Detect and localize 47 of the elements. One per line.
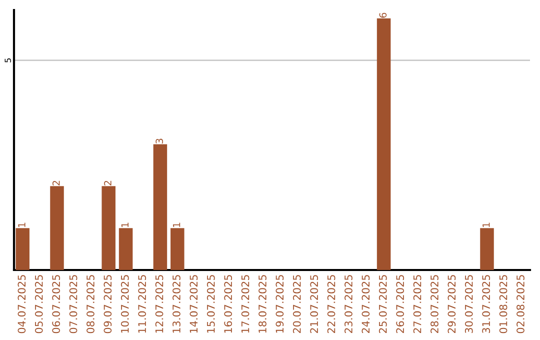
data-label: 1 (172, 222, 180, 227)
x-tick-label: 21.07.2025 (310, 275, 318, 334)
bar (118, 228, 133, 270)
x-tick-label: 11.07.2025 (138, 275, 146, 333)
x-tick-label: 12.07.2025 (155, 275, 164, 333)
bar (102, 186, 116, 270)
x-tick-label: 06.07.2025 (52, 275, 60, 334)
data-label: 3 (156, 138, 164, 144)
x-tick-label: 13.07.2025 (172, 275, 180, 333)
x-tick-label: 29.07.2025 (448, 275, 456, 334)
x-tick-label: 18.07.2025 (258, 275, 266, 333)
bar (480, 228, 494, 270)
x-tick-label: 17.07.2025 (241, 275, 250, 333)
x-tick-label: 09.07.2025 (104, 275, 112, 334)
x-tick-label: 26.07.2025 (396, 275, 404, 334)
y-tick-label: 5 (4, 58, 11, 62)
x-tick-label: 25.07.2025 (378, 275, 387, 334)
bar (50, 186, 64, 270)
x-tick-label: 20.07.2025 (292, 275, 301, 334)
x-tick-label: 02.08.2025 (516, 275, 524, 334)
x-tick-label: 08.07.2025 (86, 275, 94, 334)
x-tick-label: 30.07.2025 (464, 275, 473, 334)
data-label: 1 (121, 222, 128, 227)
x-tick-label: 24.07.2025 (362, 275, 370, 334)
data-label: 2 (52, 180, 60, 186)
x-tick-label: 10.07.2025 (120, 275, 129, 333)
x-tick-label: 07.07.2025 (69, 275, 78, 334)
bar (376, 18, 391, 270)
bar (170, 228, 184, 270)
x-tick-label: 19.07.2025 (276, 275, 284, 333)
data-label: 1 (18, 222, 26, 227)
x-tick-label: 27.07.2025 (413, 275, 422, 334)
bar (153, 144, 168, 270)
data-label: 2 (104, 180, 112, 186)
x-tick-label: 05.07.2025 (34, 275, 43, 334)
x-tick-label: 14.07.2025 (190, 275, 198, 333)
x-tick-label: 04.07.2025 (18, 275, 26, 334)
bar (16, 228, 30, 270)
data-label: 1 (482, 222, 490, 227)
data-label: 6 (379, 12, 387, 18)
x-tick-label: 22.07.2025 (327, 275, 336, 334)
x-tick-label: 23.07.2025 (344, 275, 352, 334)
x-tick-label: 28.07.2025 (430, 275, 438, 334)
x-tick-label: 16.07.2025 (224, 275, 232, 333)
x-tick-label: 15.07.2025 (206, 275, 215, 333)
x-tick-label: 01.08.2025 (499, 275, 508, 334)
x-tick-label: 31.07.2025 (482, 275, 490, 334)
